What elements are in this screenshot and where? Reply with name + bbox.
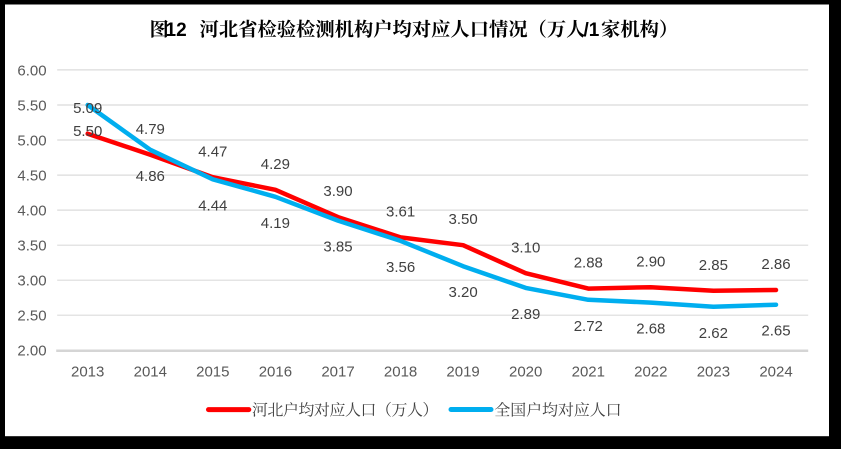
svg-text:2.00: 2.00: [17, 343, 46, 360]
svg-text:2024: 2024: [759, 363, 792, 380]
svg-text:2022: 2022: [634, 363, 667, 380]
svg-text:2015: 2015: [196, 363, 229, 380]
svg-text:4.79: 4.79: [136, 121, 165, 138]
svg-text:4.50: 4.50: [17, 168, 46, 185]
svg-text:4.47: 4.47: [198, 143, 227, 160]
svg-text:2.88: 2.88: [574, 255, 603, 272]
svg-text:3.00: 3.00: [17, 273, 46, 290]
svg-text:5.50: 5.50: [17, 97, 46, 114]
svg-text:6.00: 6.00: [17, 62, 46, 79]
svg-text:2018: 2018: [384, 363, 417, 380]
svg-text:3.50: 3.50: [17, 238, 46, 255]
svg-text:2.85: 2.85: [699, 257, 728, 274]
svg-text:3.85: 3.85: [323, 239, 352, 256]
svg-text:2020: 2020: [509, 363, 542, 380]
svg-text:2.65: 2.65: [761, 323, 790, 340]
svg-text:2.90: 2.90: [636, 253, 665, 270]
svg-text:2.50: 2.50: [17, 308, 46, 325]
svg-text:2017: 2017: [321, 363, 354, 380]
svg-text:2.89: 2.89: [511, 306, 540, 323]
svg-text:5.50: 5.50: [73, 123, 102, 140]
svg-text:3.56: 3.56: [386, 259, 415, 276]
svg-text:12: 12: [166, 20, 187, 41]
svg-text:3.10: 3.10: [511, 239, 540, 256]
svg-text:2.68: 2.68: [636, 321, 665, 338]
svg-text:5.09: 5.09: [73, 100, 102, 117]
svg-text:5.00: 5.00: [17, 132, 46, 149]
svg-text:2019: 2019: [446, 363, 479, 380]
svg-text:2.62: 2.62: [699, 325, 728, 342]
svg-text:2013: 2013: [71, 363, 104, 380]
svg-text:2021: 2021: [572, 363, 605, 380]
svg-text:4.44: 4.44: [198, 197, 227, 214]
svg-text:3.50: 3.50: [448, 211, 477, 228]
svg-text:3.90: 3.90: [323, 183, 352, 200]
svg-text:/1: /1: [584, 20, 600, 41]
svg-text:2.72: 2.72: [574, 318, 603, 335]
svg-text:4.29: 4.29: [261, 156, 290, 173]
svg-text:4.00: 4.00: [17, 203, 46, 220]
svg-text:2016: 2016: [259, 363, 292, 380]
svg-text:2014: 2014: [134, 363, 167, 380]
svg-text:4.86: 4.86: [136, 168, 165, 185]
svg-text:2023: 2023: [697, 363, 730, 380]
svg-text:3.20: 3.20: [448, 284, 477, 301]
svg-text:4.19: 4.19: [261, 215, 290, 232]
svg-text:3.61: 3.61: [386, 204, 415, 221]
svg-text:2.86: 2.86: [761, 256, 790, 273]
